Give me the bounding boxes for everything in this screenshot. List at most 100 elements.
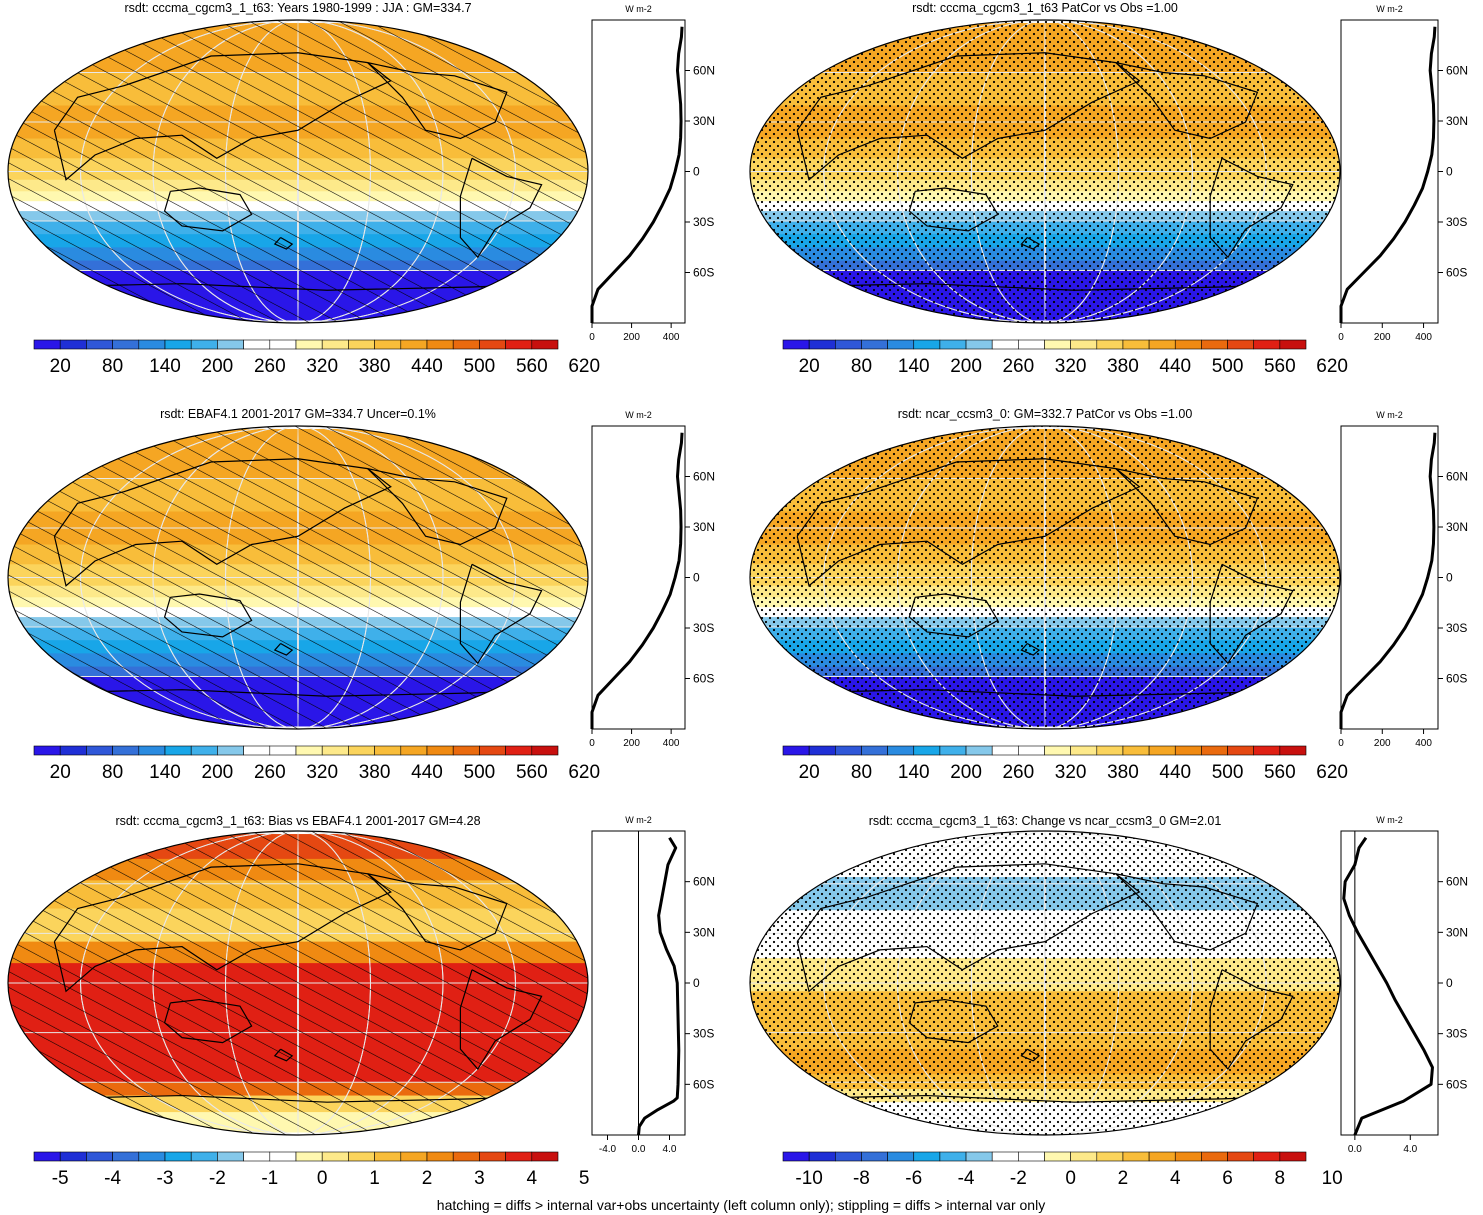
map-border bbox=[749, 425, 1341, 730]
hatching-overlay bbox=[8, 20, 588, 323]
colorbar-cell bbox=[1148, 339, 1176, 350]
colorbar-cell bbox=[1201, 1151, 1228, 1162]
profile-lat-label: 30N bbox=[1446, 114, 1468, 128]
profile-lat-label: 30S bbox=[693, 1027, 714, 1041]
colorbar-cell bbox=[243, 745, 271, 756]
profile-xtick-label: 0 bbox=[1338, 332, 1344, 343]
colorbar-cell bbox=[965, 339, 993, 350]
colorbar-tick-label: 4 bbox=[527, 1168, 538, 1189]
colorbar-cell bbox=[426, 339, 454, 350]
colorbar-cell bbox=[1044, 1151, 1071, 1162]
profile-lat-label: 60S bbox=[1446, 1077, 1467, 1091]
colorbar-cell bbox=[861, 339, 888, 350]
colorbar-tick-label: 260 bbox=[254, 356, 286, 377]
colorbar-cell bbox=[939, 745, 967, 756]
colorbar-cell bbox=[112, 1151, 140, 1162]
colorbar-cell bbox=[138, 1151, 166, 1162]
profile-lat-label: 30S bbox=[1446, 215, 1467, 229]
profile-lat-label: 60S bbox=[693, 1077, 714, 1091]
profile-unit: W m-2 bbox=[625, 4, 652, 14]
colorbar-tick-label: 2 bbox=[422, 1168, 433, 1189]
colorbar-cell bbox=[33, 1151, 61, 1162]
profile-frame bbox=[591, 425, 686, 730]
colorbar-cell bbox=[269, 1151, 297, 1162]
colorbar-tick-label: 200 bbox=[950, 356, 982, 377]
colorbar-cell bbox=[164, 745, 192, 756]
colorbar-cell bbox=[939, 339, 967, 350]
colorbar-tick-label: 4 bbox=[1170, 1168, 1181, 1189]
colorbar-cell bbox=[33, 339, 61, 350]
map-field bbox=[8, 426, 588, 729]
profile-frame bbox=[1340, 830, 1439, 1136]
colorbar-tick-label: 140 bbox=[898, 356, 930, 377]
profile-lat-label: 60N bbox=[693, 64, 715, 78]
colorbar-tick-label: 80 bbox=[851, 356, 872, 377]
colorbar-cell bbox=[1096, 745, 1124, 756]
colorbar-cell bbox=[1174, 745, 1202, 756]
colorbar-cell bbox=[374, 745, 402, 756]
colorbar-tick-label: 0 bbox=[317, 1168, 328, 1189]
profile-lat-label: 60S bbox=[693, 266, 714, 280]
profile-lat-label: 0 bbox=[1446, 976, 1453, 990]
profile-frame bbox=[1340, 19, 1439, 324]
profile-line bbox=[590, 432, 684, 729]
colorbar-cell bbox=[1201, 745, 1228, 756]
hatching-overlay bbox=[8, 831, 588, 1135]
colorbar-cell bbox=[452, 339, 480, 350]
colorbar-cell bbox=[400, 1151, 428, 1162]
map-title: rsdt: cccma_cgcm3_1_t63: Change vs ncar_… bbox=[869, 814, 1222, 828]
profile-lat-label: 30S bbox=[1446, 621, 1467, 635]
profile-lat-label: 0 bbox=[1446, 165, 1453, 179]
profile-lat-label: 30N bbox=[693, 520, 715, 534]
colorbar-tick-label: 380 bbox=[1107, 356, 1139, 377]
colorbar-cell bbox=[426, 1151, 454, 1162]
colorbar-cell bbox=[1122, 339, 1150, 350]
colorbar-tick-label: 440 bbox=[411, 356, 443, 377]
map-border bbox=[7, 19, 589, 324]
stippling-overlay bbox=[750, 831, 1340, 1135]
profile-xtick-label: 200 bbox=[1374, 738, 1391, 749]
profile-frame bbox=[591, 19, 686, 324]
colorbar-cell bbox=[782, 745, 810, 756]
colorbar-tick-label: 200 bbox=[202, 356, 234, 377]
profile-unit: W m-2 bbox=[1376, 410, 1403, 420]
profile-unit: W m-2 bbox=[625, 815, 652, 825]
colorbar-cell bbox=[913, 1151, 941, 1162]
colorbar-tick-label: 500 bbox=[1212, 356, 1244, 377]
colorbar-cell bbox=[965, 745, 993, 756]
colorbar-cell bbox=[1253, 1151, 1281, 1162]
footer-note: hatching = diffs > internal var+obs unce… bbox=[437, 1197, 1045, 1213]
colorbar-tick-label: 5 bbox=[579, 1168, 590, 1189]
colorbar-tick-label: 440 bbox=[1159, 762, 1191, 783]
colorbar-tick-label: 320 bbox=[306, 356, 338, 377]
map-border bbox=[749, 19, 1341, 324]
profile-xtick-label: 400 bbox=[1415, 332, 1432, 343]
colorbar-cell bbox=[1122, 745, 1150, 756]
colorbar-tick-label: 380 bbox=[359, 356, 391, 377]
colorbar-tick-label: 560 bbox=[516, 356, 548, 377]
colorbar-tick-label: 20 bbox=[50, 762, 71, 783]
profile-unit: W m-2 bbox=[625, 410, 652, 420]
colorbar-cell bbox=[59, 339, 87, 350]
colorbar-cell bbox=[1227, 1151, 1255, 1162]
colorbar-cell bbox=[991, 745, 1019, 756]
colorbar-tick-label: 260 bbox=[254, 762, 286, 783]
colorbar-cell bbox=[426, 745, 454, 756]
colorbar-cell bbox=[1044, 339, 1071, 350]
profile-xtick-label: 200 bbox=[623, 332, 640, 343]
colorbar-cell bbox=[782, 339, 810, 350]
panel-1: rsdt: cccma_cgcm3_1_t63: Years 1980-1999… bbox=[7, 1, 715, 377]
profile-xtick-label: 400 bbox=[1415, 738, 1432, 749]
profile-lat-label: 0 bbox=[1446, 571, 1453, 585]
colorbar-tick-label: 560 bbox=[1264, 762, 1296, 783]
profile-xtick-label: 200 bbox=[623, 738, 640, 749]
profile-line bbox=[1339, 26, 1437, 323]
profile-xtick-label: 400 bbox=[663, 332, 680, 343]
colorbar-cell bbox=[59, 1151, 87, 1162]
colorbar-cell bbox=[138, 339, 166, 350]
profile-xtick-label: 0 bbox=[589, 332, 595, 343]
colorbar-tick-label: 2 bbox=[1118, 1168, 1129, 1189]
colorbar-cell bbox=[887, 1151, 915, 1162]
colorbar-tick-label: 260 bbox=[1002, 762, 1034, 783]
